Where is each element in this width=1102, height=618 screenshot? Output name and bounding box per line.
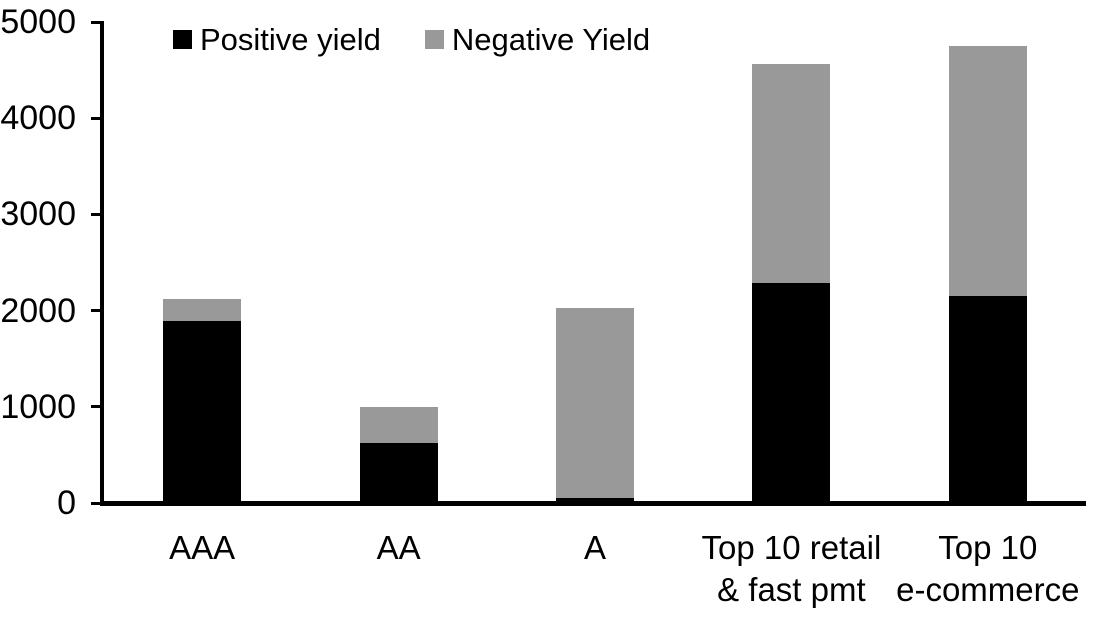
category-label: Top 10 retail & fast pmt (701, 529, 882, 608)
legend-item-negative-yield: Negative Yield (424, 22, 651, 57)
y-tick-mark (91, 501, 104, 505)
y-tick-mark (91, 405, 104, 409)
positive-yield-swatch-icon (173, 30, 192, 49)
y-tick-mark (91, 309, 104, 313)
y-tick-mark (91, 20, 104, 24)
category-label: A (583, 529, 606, 566)
bar-segment-negative (359, 406, 438, 444)
y-tick-mark (91, 116, 104, 120)
y-tick-label: 4000 (0, 99, 76, 138)
legend-label-negative-yield: Negative Yield (451, 22, 651, 57)
bar-segment-positive (752, 282, 831, 503)
bar-segment-negative (752, 64, 831, 283)
legend-label-positive-yield: Positive yield (200, 22, 381, 57)
x-axis-line (100, 500, 1086, 506)
y-tick-label: 0 (57, 484, 76, 522)
bar-segment-positive (359, 443, 438, 503)
y-axis-line (100, 22, 104, 506)
bar-segment-positive (948, 296, 1027, 503)
bar-segment-negative (163, 299, 242, 322)
y-tick-label: 3000 (0, 195, 76, 234)
legend-item-positive-yield: Positive yield (173, 24, 381, 55)
y-tick-mark (91, 212, 104, 216)
y-tick-label: 5000 (0, 3, 76, 41)
category-label: AAA (169, 529, 236, 566)
category-label: Top 10 e-commerce (896, 529, 1080, 608)
y-tick-label: 1000 (0, 387, 76, 426)
y-tick-label: 2000 (0, 291, 76, 330)
chart-legend: Positive yield Negative Yield (173, 24, 650, 55)
bar-segment-negative (556, 307, 634, 499)
bar-segment-positive (163, 321, 242, 503)
category-label: AA (376, 529, 421, 566)
bar-segment-negative (948, 46, 1027, 297)
negative-yield-swatch-icon (424, 30, 444, 49)
